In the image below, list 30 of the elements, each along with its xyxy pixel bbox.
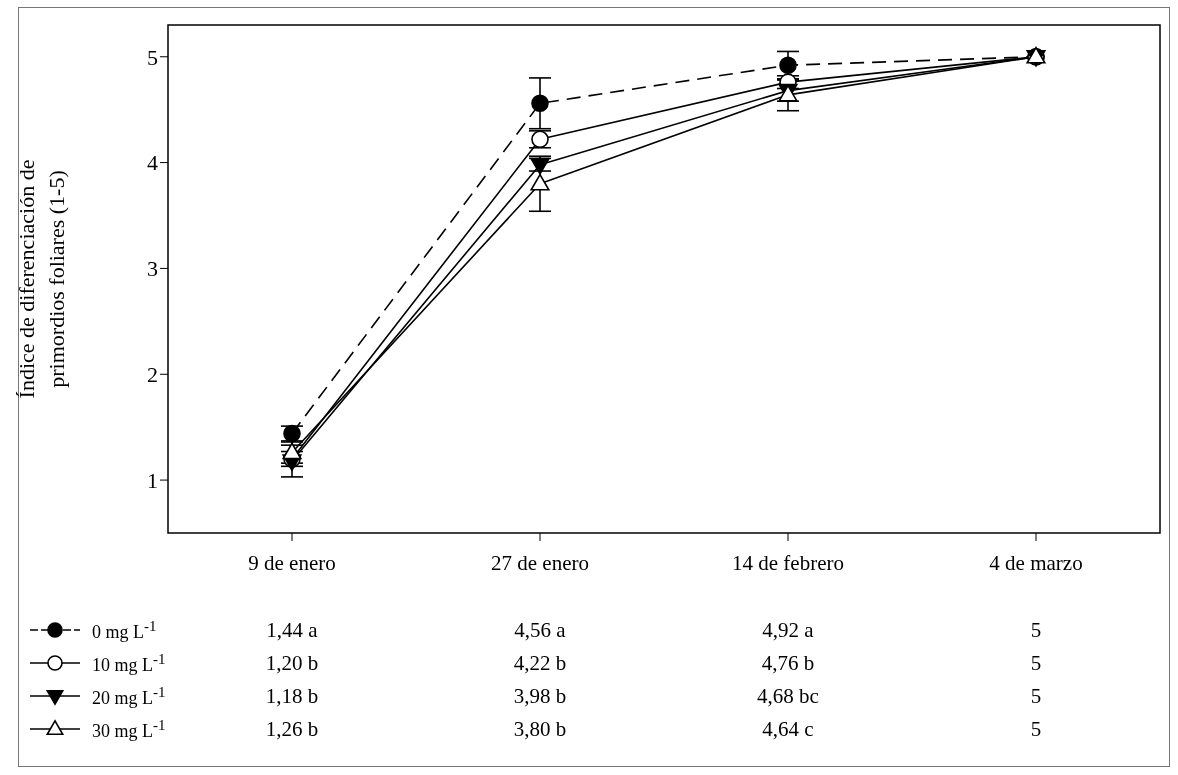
data-label: 1,20 b [264, 650, 320, 677]
x-tick-label: 4 de marzo [989, 550, 1083, 575]
data-label: 4,56 a [513, 617, 567, 644]
data-label: 5 [1029, 716, 1043, 743]
y-axis-title: Índice de diferenciación de primordios foliares (1-5) [13, 158, 70, 401]
data-label: 4,92 a [761, 617, 815, 644]
legend-label: 20 mg L$^{-1}$ [92, 683, 166, 709]
y-tick-label: 5 [147, 44, 158, 70]
data-label: 4,68 bc [756, 683, 820, 710]
data-label: 3,80 b [512, 716, 568, 743]
data-label: 1,18 b [264, 683, 320, 710]
legend-label: 10 mg L$^{-1}$ [92, 650, 166, 676]
y-tick-label: 1 [147, 467, 158, 493]
data-label: 4,64 c [761, 716, 815, 743]
data-label: 5 [1029, 650, 1043, 677]
y-tick-label: 4 [147, 150, 158, 176]
x-tick-label: 9 de enero [248, 550, 336, 575]
x-tick-label: 14 de febrero [732, 550, 844, 575]
legend-label: 30 mg L$^{-1}$ [92, 716, 166, 742]
data-label: 4,76 b [760, 650, 816, 677]
data-label: 3,98 b [512, 683, 568, 710]
data-label: 5 [1029, 617, 1043, 644]
legend-label: 0 mg L$^{-1}$ [92, 617, 157, 643]
y-tick-label: 2 [147, 362, 158, 388]
y-tick-label: 3 [147, 256, 158, 282]
data-label: 1,26 b [264, 716, 320, 743]
data-label: 5 [1029, 683, 1043, 710]
x-tick-label: 27 de enero [491, 550, 589, 575]
data-label: 1,44 a [265, 617, 319, 644]
data-label: 4,22 b [512, 650, 568, 677]
